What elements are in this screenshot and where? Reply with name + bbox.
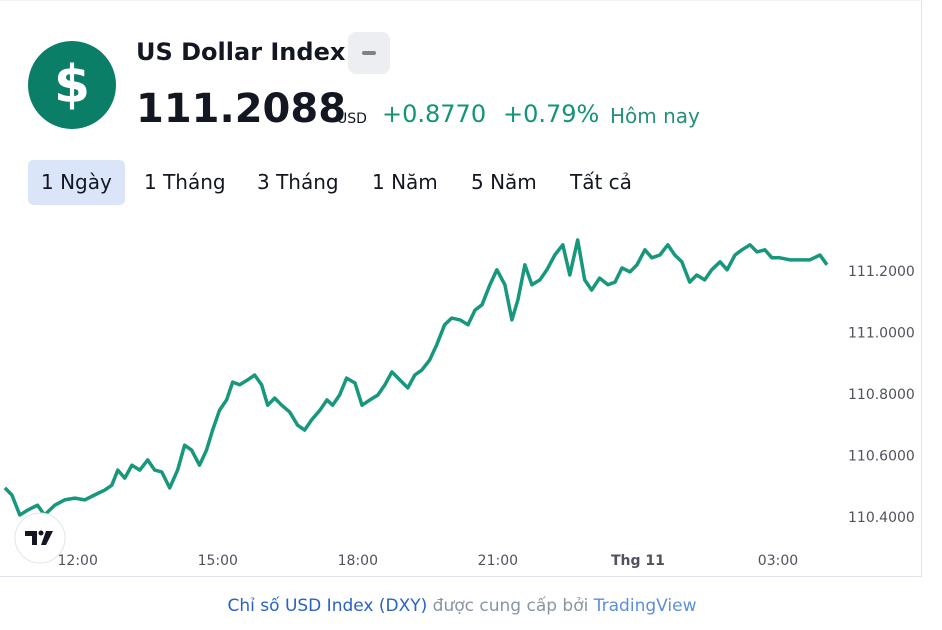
range-tab[interactable]: 5 Năm	[471, 170, 537, 194]
price-line	[3, 238, 829, 517]
range-tab[interactable]: 1 Ngày	[28, 160, 125, 205]
y-tick-label: 110.4000	[848, 510, 915, 526]
range-tab[interactable]: Tất cả	[570, 170, 632, 194]
x-tick-label: 21:00	[478, 553, 518, 569]
chart: 03:00 Thg 11 21:00 18:00 15:00 12:00 111.2000 1…	[3, 238, 915, 569]
range-tab[interactable]: 1 Tháng	[144, 170, 226, 194]
x-tick-label: 18:00	[338, 553, 378, 569]
footer-text: được cung cấp bởi	[427, 596, 594, 616]
x-tick-label: 15:00	[198, 553, 238, 569]
tradingview-logo	[14, 512, 66, 564]
y-tick-label: 110.6000	[848, 449, 915, 465]
range-tab[interactable]: 3 Tháng	[257, 170, 339, 194]
footer: Chỉ số USD Index (DXY) được cung cấp bởi…	[0, 596, 924, 616]
y-tick-label: 110.8000	[848, 387, 915, 403]
footer-link[interactable]: Chỉ số USD Index (DXY)	[227, 596, 428, 616]
y-tick-label: 111.2000	[848, 264, 915, 280]
symbol-icon: $	[28, 41, 116, 129]
footer-brand[interactable]: TradingView	[593, 596, 697, 616]
period-label: Hôm nay	[610, 104, 700, 128]
x-tick-label: 12:00	[58, 553, 98, 569]
widget-frame	[0, 0, 922, 577]
currency: USD	[337, 111, 367, 127]
symbol-title: US Dollar Index	[136, 38, 346, 66]
range-tab[interactable]: 1 Năm	[372, 170, 438, 194]
x-tick-label: Thg 11	[611, 553, 665, 569]
collapse-button[interactable]	[348, 32, 390, 74]
change: +0.8770	[382, 100, 487, 128]
y-tick-label: 111.0000	[848, 325, 915, 341]
price: 111.2088	[136, 86, 347, 132]
x-tick-label: 03:00	[758, 553, 798, 569]
change-percent: +0.79%	[503, 100, 600, 128]
